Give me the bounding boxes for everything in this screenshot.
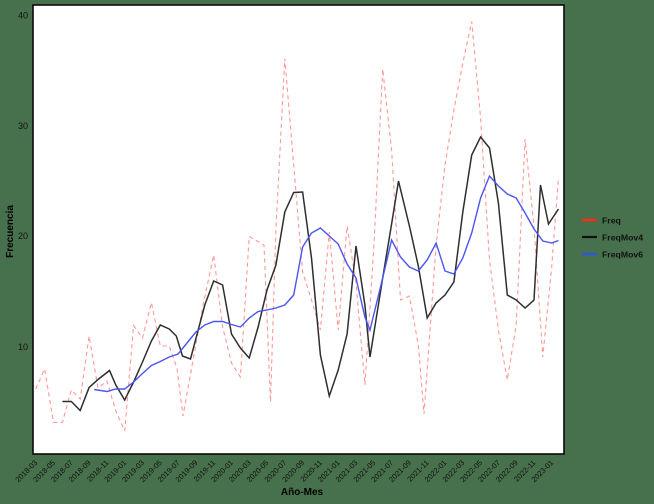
svg-text:Freq: Freq: [602, 216, 621, 226]
svg-text:Año-Mes: Año-Mes: [281, 487, 324, 498]
svg-text:FreqMov4: FreqMov4: [602, 233, 643, 243]
svg-text:40: 40: [18, 11, 28, 21]
svg-text:30: 30: [18, 121, 28, 131]
svg-text:FreqMov6: FreqMov6: [602, 250, 643, 260]
svg-text:20: 20: [18, 231, 28, 241]
svg-text:Frecuencia: Frecuencia: [5, 205, 16, 258]
svg-text:10: 10: [18, 342, 28, 352]
